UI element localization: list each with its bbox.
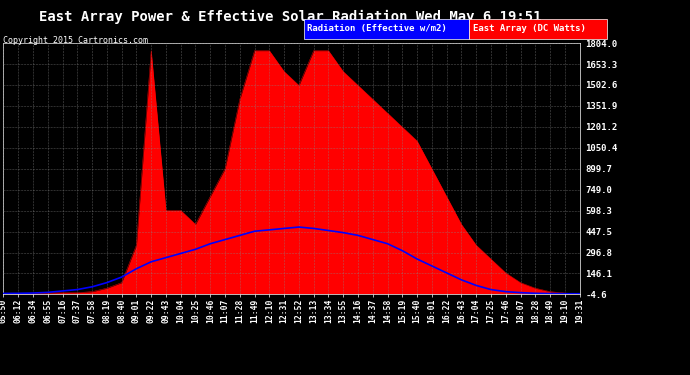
Text: East Array Power & Effective Solar Radiation Wed May 6 19:51: East Array Power & Effective Solar Radia…	[39, 9, 541, 24]
Text: Radiation (Effective w/m2): Radiation (Effective w/m2)	[307, 24, 447, 33]
Text: East Array (DC Watts): East Array (DC Watts)	[473, 24, 586, 33]
Text: Copyright 2015 Cartronics.com: Copyright 2015 Cartronics.com	[3, 36, 148, 45]
